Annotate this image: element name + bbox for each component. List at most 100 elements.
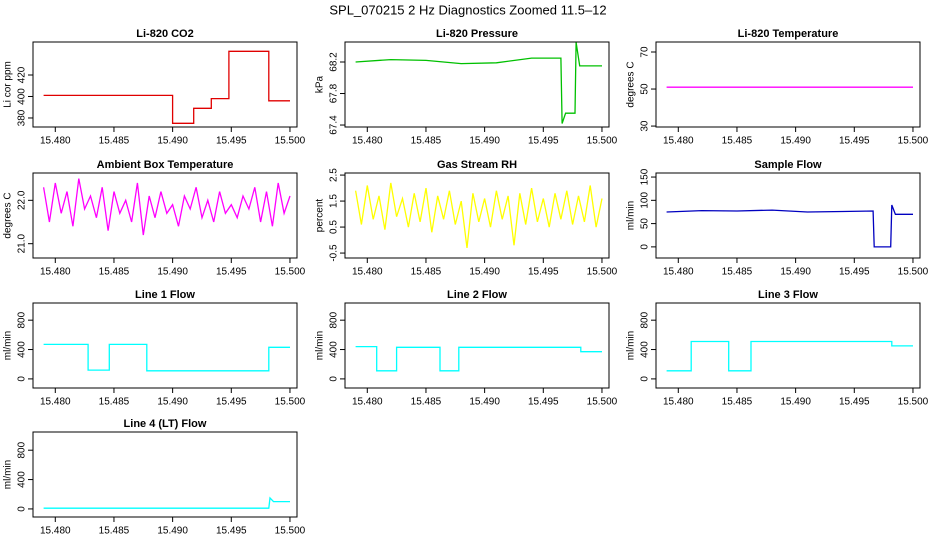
x-tick-label: 15.500 bbox=[587, 397, 618, 408]
y-tick-label: 800 bbox=[17, 441, 28, 458]
panel-title: Sample Flow bbox=[754, 159, 822, 171]
plot-frame bbox=[32, 431, 298, 518]
y-tick-label: 150 bbox=[640, 168, 651, 185]
panel: Gas Stream RH percent 15.480 15.485 15.490 15… bbox=[315, 159, 618, 278]
y-tick-label: 21.0 bbox=[17, 234, 28, 254]
plot-frame bbox=[32, 41, 298, 128]
x-tick-label: 15.500 bbox=[587, 136, 618, 147]
data-line bbox=[42, 178, 291, 236]
x-tick-label: 15.490 bbox=[157, 136, 188, 147]
plot-frame bbox=[655, 41, 921, 128]
y-tick-label: 50 bbox=[640, 83, 651, 95]
x-tick-label: 15.500 bbox=[275, 526, 306, 537]
y-tick-label: 380 bbox=[17, 109, 28, 126]
x-tick-label: 15.490 bbox=[157, 267, 188, 278]
x-tick-label: 15.480 bbox=[663, 397, 694, 408]
plot-frame bbox=[32, 172, 298, 259]
x-tick-label: 15.495 bbox=[839, 136, 870, 147]
y-tick-label: 420 bbox=[17, 66, 28, 83]
y-tick-label: 0 bbox=[640, 376, 651, 382]
x-tick-label: 15.485 bbox=[722, 267, 753, 278]
y-tick-label: -0.5 bbox=[329, 244, 340, 262]
y-axis-label: ml/min bbox=[626, 331, 637, 360]
panel: Line 4 (LT) Flow ml/min 15.480 15.485 15.490… bbox=[3, 418, 306, 537]
panel: Li-820 Pressure kPa 15.480 15.485 15.490 15.4… bbox=[315, 28, 618, 147]
x-tick-label: 15.485 bbox=[99, 267, 130, 278]
y-tick-label: 0 bbox=[17, 506, 28, 512]
plot-frame bbox=[655, 172, 921, 259]
y-tick-label: 400 bbox=[17, 471, 28, 488]
panel-title: Li-820 Temperature bbox=[738, 28, 839, 40]
data-line bbox=[354, 182, 603, 248]
y-tick-label: 400 bbox=[17, 88, 28, 105]
y-axis-label: ml/min bbox=[3, 460, 14, 489]
plot-frame bbox=[32, 302, 298, 389]
panel: Ambient Box Temperature degrees C 15.480 15… bbox=[3, 159, 306, 278]
panel-title: Line 1 Flow bbox=[135, 289, 195, 301]
x-tick-label: 15.485 bbox=[99, 526, 130, 537]
x-tick-label: 15.480 bbox=[352, 267, 383, 278]
panel: Li-820 Temperature degrees C 15.480 15.485 1… bbox=[626, 28, 929, 147]
x-tick-label: 15.490 bbox=[469, 397, 500, 408]
x-tick-label: 15.485 bbox=[99, 397, 130, 408]
x-tick-label: 15.490 bbox=[780, 267, 811, 278]
y-tick-label: 1.5 bbox=[329, 194, 340, 208]
x-tick-label: 15.495 bbox=[839, 397, 870, 408]
y-axis-label: ml/min bbox=[315, 331, 326, 360]
y-tick-label: 22.0 bbox=[17, 190, 28, 210]
x-tick-label: 15.485 bbox=[411, 397, 442, 408]
y-axis-label: Li cor ppm bbox=[3, 61, 14, 108]
x-tick-label: 15.495 bbox=[528, 397, 559, 408]
x-tick-label: 15.490 bbox=[469, 136, 500, 147]
y-tick-label: 50 bbox=[640, 218, 651, 230]
figure-title: SPL_070215 2 Hz Diagnostics Zoomed 11.5–… bbox=[329, 2, 606, 17]
panel: Sample Flow ml/min 15.480 15.485 15.490 15.49… bbox=[626, 159, 929, 278]
x-tick-label: 15.480 bbox=[40, 267, 71, 278]
y-tick-label: 400 bbox=[640, 341, 651, 358]
y-axis-label: ml/min bbox=[3, 331, 14, 360]
panel: Line 2 Flow ml/min 15.480 15.485 15.490 15.49… bbox=[315, 289, 618, 408]
y-tick-label: 0 bbox=[329, 376, 340, 382]
data-line bbox=[355, 42, 602, 124]
data-line bbox=[43, 496, 290, 509]
y-axis-label: degrees C bbox=[626, 61, 637, 107]
y-axis-label: percent bbox=[315, 199, 326, 233]
x-tick-label: 15.500 bbox=[898, 397, 929, 408]
x-tick-label: 15.500 bbox=[898, 136, 929, 147]
data-line bbox=[355, 345, 602, 372]
x-tick-label: 15.480 bbox=[40, 397, 71, 408]
y-tick-label: 800 bbox=[17, 311, 28, 328]
y-tick-label: 100 bbox=[640, 192, 651, 209]
x-tick-label: 15.490 bbox=[157, 526, 188, 537]
plot-frame bbox=[344, 41, 610, 128]
x-tick-label: 15.495 bbox=[216, 136, 247, 147]
x-tick-label: 15.480 bbox=[663, 267, 694, 278]
panel-title: Ambient Box Temperature bbox=[97, 159, 234, 171]
data-line bbox=[666, 340, 913, 372]
x-tick-label: 15.480 bbox=[40, 526, 71, 537]
x-tick-label: 15.495 bbox=[839, 267, 870, 278]
y-axis-label: ml/min bbox=[626, 201, 637, 230]
y-tick-label: 800 bbox=[640, 311, 651, 328]
panel-title: Line 3 Flow bbox=[758, 289, 818, 301]
y-tick-label: 0 bbox=[640, 244, 651, 250]
x-tick-label: 15.495 bbox=[216, 397, 247, 408]
x-tick-label: 15.500 bbox=[275, 397, 306, 408]
x-tick-label: 15.500 bbox=[587, 267, 618, 278]
x-tick-label: 15.490 bbox=[469, 267, 500, 278]
x-tick-label: 15.485 bbox=[411, 267, 442, 278]
x-tick-label: 15.490 bbox=[157, 397, 188, 408]
x-tick-label: 15.485 bbox=[99, 136, 130, 147]
data-line bbox=[43, 343, 290, 372]
plot-frame bbox=[655, 302, 921, 389]
x-tick-label: 15.490 bbox=[780, 136, 811, 147]
x-tick-label: 15.495 bbox=[528, 267, 559, 278]
panel-title: Li-820 CO2 bbox=[136, 28, 193, 40]
x-tick-label: 15.480 bbox=[352, 136, 383, 147]
data-line bbox=[666, 204, 913, 248]
y-axis-label: kPa bbox=[315, 75, 326, 93]
y-tick-label: 800 bbox=[329, 311, 340, 328]
y-tick-label: 2.5 bbox=[329, 168, 340, 182]
x-tick-label: 15.500 bbox=[275, 267, 306, 278]
y-tick-label: 0.5 bbox=[329, 220, 340, 234]
